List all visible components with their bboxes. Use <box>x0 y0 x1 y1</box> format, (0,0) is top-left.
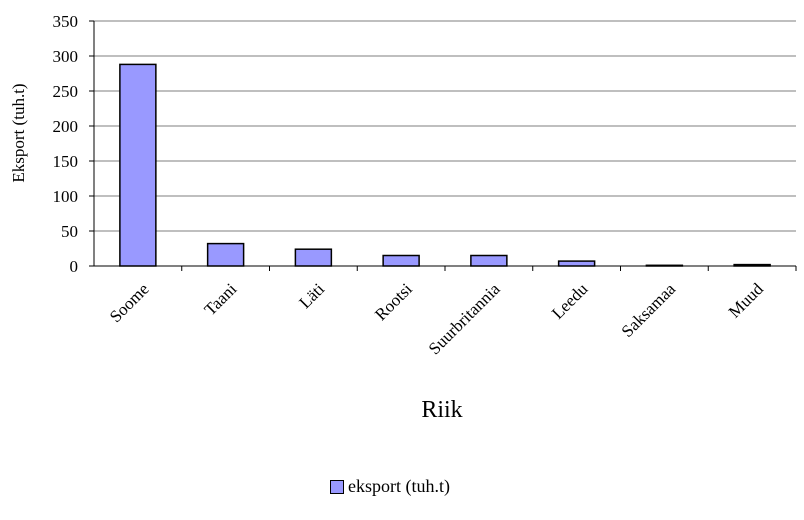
y-tick-label: 0 <box>70 257 79 276</box>
grid-lines <box>94 20 796 232</box>
x-tick-label: Läti <box>295 279 328 312</box>
y-tick-labels: 0 50 100 150 200 250 300 350 <box>53 12 79 276</box>
x-tick-labels: Soome Taani Läti Rootsi Suurbritannia Leedu Sa… <box>106 279 767 358</box>
bar-läti <box>294 248 333 267</box>
x-tick-label: Muud <box>725 279 768 322</box>
y-tick-label: 350 <box>53 12 79 31</box>
bar-taani <box>206 242 245 267</box>
y-tick-label: 250 <box>53 82 79 101</box>
y-tick-label: 200 <box>53 117 79 136</box>
x-tick-label: Saksamaa <box>618 279 680 341</box>
bar-rootsi <box>382 254 420 267</box>
legend-swatch <box>330 479 344 494</box>
bar-suurbritannia <box>470 254 508 267</box>
bars <box>119 63 771 267</box>
legend-label: eksport (tuh.t) <box>348 476 450 496</box>
x-tick-label: Taani <box>200 279 240 319</box>
y-axis-title: Eksport (tuh.t) <box>9 83 28 182</box>
bar-soome <box>119 63 157 267</box>
x-tick-label: Rootsi <box>371 279 416 324</box>
bar-chart: 0 50 100 150 200 250 300 350 Soome Taani Läti Root… <box>9 12 797 423</box>
x-tick-label: Soome <box>106 279 153 326</box>
y-tick-label: 100 <box>53 187 79 206</box>
y-tick-label: 150 <box>53 152 79 171</box>
axes <box>89 20 797 271</box>
x-axis-title: Riik <box>421 397 462 423</box>
x-tick-label: Leedu <box>548 279 592 323</box>
y-tick-label: 50 <box>61 222 78 241</box>
y-tick-label: 300 <box>53 47 79 66</box>
x-tick-label: Suurbritannia <box>425 279 504 358</box>
legend: eksport (tuh.t) <box>330 476 450 497</box>
bar-leedu <box>557 260 596 267</box>
